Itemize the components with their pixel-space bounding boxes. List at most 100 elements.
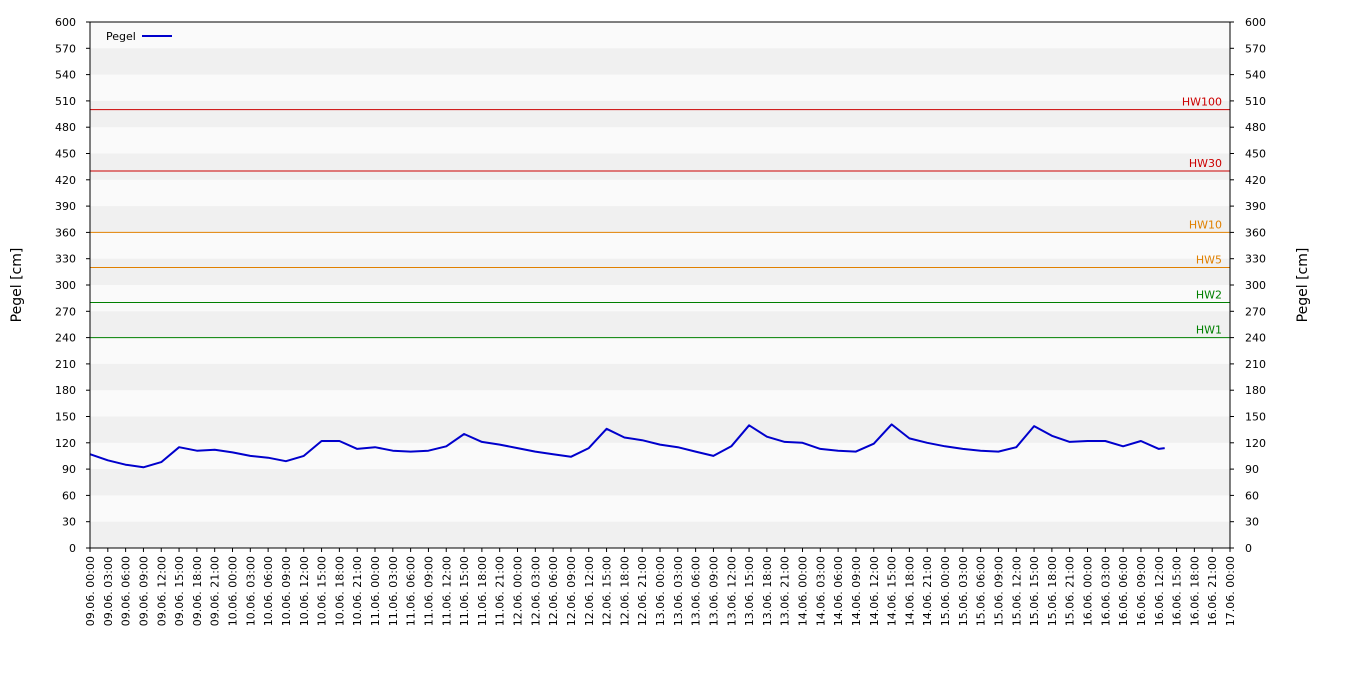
- y2-tick-label: 0: [1245, 542, 1252, 555]
- y-tick-label: 150: [55, 411, 76, 424]
- x-tick-label: 16.06. 00:00: [1082, 556, 1095, 626]
- y2-tick-label: 120: [1245, 437, 1266, 450]
- y-tick-label: 90: [62, 463, 76, 476]
- x-tick-label: 15.06. 15:00: [1028, 556, 1041, 626]
- x-tick-label: 13.06. 15:00: [743, 556, 756, 626]
- x-tick-label: 09.06. 06:00: [120, 556, 133, 626]
- x-tick-label: 11.06. 06:00: [405, 556, 418, 626]
- x-tick-label: 10.06. 15:00: [316, 556, 329, 626]
- x-tick-label: 11.06. 21:00: [494, 556, 507, 626]
- band: [90, 311, 1230, 338]
- y2-tick-label: 150: [1245, 411, 1266, 424]
- x-tick-label: 12.06. 03:00: [529, 556, 542, 626]
- x-tick-label: 14.06. 03:00: [814, 556, 827, 626]
- y2-tick-label: 270: [1245, 305, 1266, 318]
- legend-label: Pegel: [106, 30, 136, 43]
- y2-tick-label: 480: [1245, 121, 1266, 134]
- x-tick-label: 10.06. 12:00: [298, 556, 311, 626]
- y2-tick-label: 60: [1245, 489, 1259, 502]
- y-tick-label: 120: [55, 437, 76, 450]
- y-tick-label: 300: [55, 279, 76, 292]
- y2-tick-label: 510: [1245, 95, 1266, 108]
- x-tick-label: 14.06. 18:00: [903, 556, 916, 626]
- x-tick-label: 15.06. 03:00: [957, 556, 970, 626]
- y-tick-label: 180: [55, 384, 76, 397]
- x-tick-label: 13.06. 03:00: [672, 556, 685, 626]
- data-line: [89, 423, 1165, 469]
- band: [90, 153, 1230, 180]
- x-tick-label: 14.06. 15:00: [886, 556, 899, 626]
- y2-tick-label: 30: [1245, 516, 1259, 529]
- y-tick-label: 240: [55, 332, 76, 345]
- x-tick-label: 11.06. 18:00: [476, 556, 489, 626]
- band: [90, 258, 1230, 285]
- x-tick-label: 16.06. 12:00: [1153, 556, 1166, 626]
- band: [90, 363, 1230, 391]
- y2-tick-label: 540: [1245, 69, 1266, 82]
- x-tick-label: 13.06. 21:00: [779, 556, 792, 626]
- y-tick-label: 600: [55, 16, 76, 29]
- x-tick-label: 14.06. 09:00: [850, 556, 863, 626]
- x-tick-label: 12.06. 09:00: [565, 556, 578, 626]
- x-tick-label: 15.06. 06:00: [975, 556, 988, 626]
- y-tick-label: 510: [55, 95, 76, 108]
- y-tick-label: 210: [55, 358, 76, 371]
- x-tick-label: 16.06. 03:00: [1099, 556, 1112, 626]
- x-tick-label: 17.06. 00:00: [1224, 556, 1237, 626]
- x-tick-label: 16.06. 15:00: [1171, 556, 1184, 626]
- y2-tick-label: 180: [1245, 384, 1266, 397]
- x-tick-label: 13.06. 12:00: [725, 556, 738, 626]
- y-tick-label: 0: [69, 542, 76, 555]
- y2-tick-label: 330: [1245, 253, 1266, 266]
- x-tick-label: 09.06. 15:00: [173, 556, 186, 626]
- x-tick-label: 12.06. 00:00: [512, 556, 525, 626]
- y2-tick-label: 240: [1245, 332, 1266, 345]
- x-tick-label: 12.06. 15:00: [601, 556, 614, 626]
- x-tick-label: 09.06. 00:00: [84, 556, 97, 626]
- x-tick-label: 13.06. 18:00: [761, 556, 774, 626]
- threshold-label: HW1: [1196, 324, 1222, 337]
- x-tick-label: 12.06. 06:00: [547, 556, 560, 626]
- x-tick-label: 12.06. 18:00: [618, 556, 631, 626]
- plot-frame: [89, 21, 1231, 549]
- y2-tick-label: 390: [1245, 200, 1266, 213]
- x-tick-label: 13.06. 00:00: [654, 556, 667, 626]
- band: [90, 469, 1230, 496]
- x-tick-label: 09.06. 21:00: [209, 556, 222, 626]
- y-axis-title: Pegel [cm]: [9, 248, 25, 323]
- x-tick-label: 15.06. 21:00: [1064, 556, 1077, 626]
- y-tick-label: 30: [62, 516, 76, 529]
- y-tick-label: 360: [55, 226, 76, 239]
- x-tick-label: 16.06. 21:00: [1206, 556, 1219, 626]
- x-tick-label: 15.06. 18:00: [1046, 556, 1059, 626]
- band: [90, 521, 1230, 548]
- x-tick-label: 13.06. 06:00: [690, 556, 703, 626]
- x-tick-label: 11.06. 00:00: [369, 556, 382, 626]
- x-tick-label: 14.06. 12:00: [868, 556, 881, 626]
- x-tick-label: 09.06. 12:00: [155, 556, 168, 626]
- y2-tick-label: 570: [1245, 42, 1266, 55]
- threshold-label: HW100: [1182, 96, 1222, 109]
- x-tick-label: 14.06. 00:00: [797, 556, 810, 626]
- y-tick-label: 570: [55, 42, 76, 55]
- y-tick-label: 60: [62, 489, 76, 502]
- threshold-label: HW2: [1196, 289, 1222, 302]
- y-tick-label: 450: [55, 148, 76, 161]
- y2-tick-label: 450: [1245, 148, 1266, 161]
- x-tick-label: 11.06. 09:00: [422, 556, 435, 626]
- x-tick-label: 14.06. 21:00: [921, 556, 934, 626]
- x-tick-label: 10.06. 00:00: [227, 556, 240, 626]
- y2-tick-label: 210: [1245, 358, 1266, 371]
- x-tick-label: 15.06. 00:00: [939, 556, 952, 626]
- y2-tick-label: 600: [1245, 16, 1266, 29]
- x-tick-label: 12.06. 21:00: [636, 556, 649, 626]
- threshold-label: HW10: [1189, 218, 1222, 231]
- threshold-label: HW30: [1189, 157, 1222, 170]
- y2-axis-title: Pegel [cm]: [1295, 248, 1311, 323]
- x-tick-label: 10.06. 09:00: [280, 556, 293, 626]
- y-tick-label: 270: [55, 305, 76, 318]
- y2-tick-label: 420: [1245, 174, 1266, 187]
- x-tick-label: 09.06. 09:00: [137, 556, 150, 626]
